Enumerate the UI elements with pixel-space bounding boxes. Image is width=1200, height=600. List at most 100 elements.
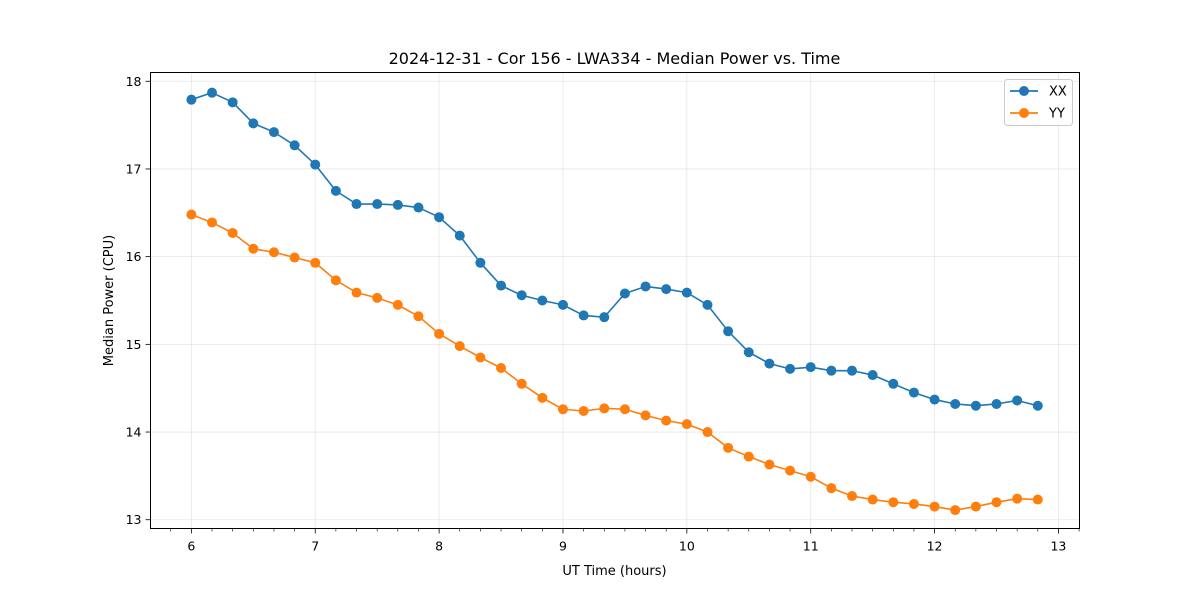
data-point-yy xyxy=(207,217,218,228)
x-axis-label: UT Time (hours) xyxy=(562,564,666,579)
data-point-yy xyxy=(392,299,403,310)
data-point-yy xyxy=(434,328,445,339)
data-point-xx xyxy=(681,287,692,298)
data-point-yy xyxy=(929,501,940,512)
legend-label-xx: XX xyxy=(1049,85,1067,100)
data-point-yy xyxy=(950,505,961,516)
data-point-xx xyxy=(330,185,341,196)
data-point-yy xyxy=(310,257,321,268)
data-point-xx xyxy=(867,370,878,381)
data-point-yy xyxy=(248,243,259,254)
grid-lines xyxy=(150,72,1080,529)
data-point-xx xyxy=(434,212,445,223)
data-point-xx xyxy=(289,140,300,151)
data-point-xx xyxy=(248,118,259,129)
data-point-yy xyxy=(186,209,197,220)
data-point-yy xyxy=(619,404,630,415)
x-tick-label: 9 xyxy=(559,539,567,554)
data-point-xx xyxy=(619,288,630,299)
data-point-xx xyxy=(723,326,734,337)
x-tick-label: 10 xyxy=(679,539,695,554)
y-tick-label: 15 xyxy=(126,337,142,352)
data-point-xx xyxy=(516,290,527,301)
data-point-yy xyxy=(537,392,548,403)
data-point-xx xyxy=(661,284,672,295)
data-point-xx xyxy=(743,347,754,358)
x-tick-label: 13 xyxy=(1050,539,1066,554)
data-point-xx xyxy=(496,280,507,291)
chart-title: 2024-12-31 - Cor 156 - LWA334 - Median P… xyxy=(389,49,841,68)
data-point-yy xyxy=(227,227,238,238)
data-point-yy xyxy=(640,410,651,421)
data-point-xx xyxy=(578,310,589,321)
data-point-yy xyxy=(908,498,919,509)
data-point-xx xyxy=(929,394,940,405)
data-point-yy xyxy=(661,415,672,426)
data-point-xx xyxy=(454,230,465,241)
data-point-xx xyxy=(785,363,796,374)
data-point-yy xyxy=(723,442,734,453)
data-point-yy xyxy=(351,287,362,298)
x-tick-label: 7 xyxy=(311,539,319,554)
data-point-yy xyxy=(557,404,568,415)
plot-frame xyxy=(150,72,1080,529)
x-axis-ticks: 6 7 8 9 10 11 12 13 xyxy=(170,528,1080,554)
data-point-yy xyxy=(289,252,300,263)
data-point-yy xyxy=(743,451,754,462)
x-tick-label: 12 xyxy=(927,539,943,554)
data-point-yy xyxy=(516,378,527,389)
y-tick-label: 17 xyxy=(126,161,142,176)
data-point-xx xyxy=(227,97,238,108)
data-point-xx xyxy=(599,312,610,323)
data-point-yy xyxy=(599,403,610,414)
data-point-yy xyxy=(413,311,424,322)
data-point-xx xyxy=(950,398,961,409)
data-point-yy xyxy=(805,471,816,482)
x-tick-label: 6 xyxy=(187,539,195,554)
data-point-yy xyxy=(496,363,507,374)
legend-marker-yy xyxy=(1019,108,1029,118)
y-axis-ticks: 13 14 15 16 17 18 xyxy=(126,74,151,527)
y-axis-label: Median Power (CPU) xyxy=(102,235,117,366)
data-point-xx xyxy=(186,94,197,105)
data-point-xx xyxy=(908,387,919,398)
data-point-yy xyxy=(1012,493,1023,504)
data-point-xx xyxy=(413,202,424,213)
data-point-yy xyxy=(681,419,692,430)
data-point-xx xyxy=(991,398,1002,409)
legend-label-yy: YY xyxy=(1048,107,1065,122)
x-tick-label: 11 xyxy=(803,539,819,554)
data-point-yy xyxy=(330,275,341,286)
data-point-yy xyxy=(578,405,589,416)
data-point-xx xyxy=(392,199,403,210)
data-point-yy xyxy=(785,465,796,476)
data-point-xx xyxy=(475,257,486,268)
data-point-xx xyxy=(310,159,321,170)
data-series xyxy=(186,87,1043,516)
data-point-yy xyxy=(888,497,899,508)
y-tick-label: 18 xyxy=(126,74,142,89)
data-point-xx xyxy=(846,365,857,376)
data-point-yy xyxy=(1032,494,1043,505)
data-point-xx xyxy=(970,400,981,411)
y-tick-label: 14 xyxy=(126,425,142,440)
data-point-xx xyxy=(1012,395,1023,406)
data-point-yy xyxy=(867,494,878,505)
data-point-yy xyxy=(475,352,486,363)
data-point-xx xyxy=(702,299,713,310)
data-point-xx xyxy=(268,127,279,138)
data-point-yy xyxy=(454,341,465,352)
data-point-xx xyxy=(640,281,651,292)
data-point-xx xyxy=(557,299,568,310)
data-point-xx xyxy=(888,378,899,389)
data-point-xx xyxy=(351,199,362,210)
data-point-yy xyxy=(268,247,279,258)
data-point-xx xyxy=(805,362,816,373)
data-point-xx xyxy=(537,295,548,306)
data-point-yy xyxy=(846,491,857,502)
x-tick-label: 8 xyxy=(435,539,443,554)
y-tick-label: 16 xyxy=(126,249,142,264)
data-point-yy xyxy=(991,497,1002,508)
data-point-xx xyxy=(207,87,218,98)
